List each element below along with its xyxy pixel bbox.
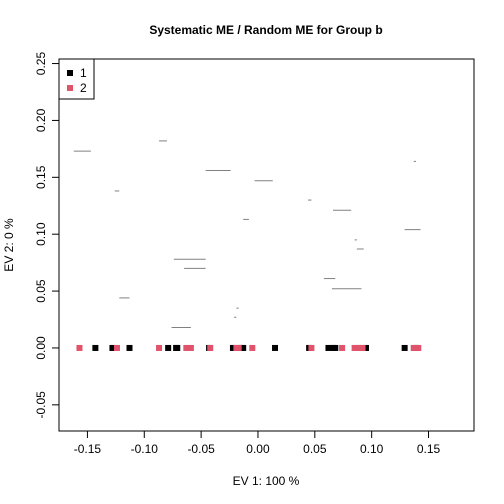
point-series-1-14 [332,344,339,351]
legend: 12 [58,58,95,100]
point-series-2-14 [359,344,366,351]
y-tick-label-4: 0.15 [34,165,48,189]
point-series-2-10 [339,344,346,351]
x-tick-label-5: 0.10 [360,442,384,456]
y-tick-label-1: 0.00 [34,336,48,360]
legend-box [58,58,95,100]
x-tick-label-1: -0.10 [131,442,159,456]
y-axis-label: EV 2: 0 % [2,218,16,272]
point-series-2-0 [76,344,83,351]
plot-frame [58,58,475,432]
legend-label-1: 1 [80,66,87,80]
point-series-2-8 [249,344,256,351]
point-series-1-2 [126,344,133,351]
points-layer [76,344,422,351]
y-tick-label-2: 0.05 [34,279,48,303]
x-axis-label: EV 1: 100 % [233,474,300,488]
point-series-2-5 [207,344,214,351]
point-series-2-9 [308,344,315,351]
point-series-2-1 [113,344,120,351]
x-tick-label-2: -0.05 [187,442,215,456]
point-series-2-13 [356,344,363,351]
point-series-1-7 [229,344,236,351]
point-series-1-12 [325,344,332,351]
point-series-1-3 [165,344,172,351]
x-tick-label-4: 0.05 [303,442,327,456]
legend-marker-2 [67,85,73,91]
point-series-2-2 [156,344,163,351]
x-tick-label-3: 0.00 [246,442,270,456]
point-series-2-4 [187,344,194,351]
point-series-1-1 [109,344,116,351]
point-series-2-16 [415,344,422,351]
point-series-1-16 [401,344,408,351]
point-series-2-3 [183,344,190,351]
chart-title: Systematic ME / Random ME for Group b [149,23,382,37]
point-series-1-5 [174,344,181,351]
x-tick-label-0: -0.15 [74,442,102,456]
point-series-1-9 [240,344,247,351]
x-axis: -0.15 -0.10 -0.05 0.00 0.05 0.10 0.15 [74,430,441,456]
y-tick-label-5: 0.20 [34,108,48,132]
y-tick-label-3: 0.10 [34,222,48,246]
segment-layer [73,140,421,328]
x-tick-label-6: 0.15 [417,442,441,456]
y-axis: -0.05 0.00 0.05 0.10 0.15 0.20 0.25 [34,52,60,419]
point-series-2-11 [351,344,358,351]
point-series-2-15 [410,344,417,351]
legend-label-2: 2 [80,81,87,95]
point-series-1-10 [272,344,279,351]
y-tick-label-0: -0.05 [34,391,48,419]
point-series-1-0 [92,344,99,351]
point-series-2-7 [235,344,242,351]
point-series-1-15 [362,344,369,351]
legend-marker-1 [67,70,73,76]
y-tick-label-6: 0.25 [34,52,48,76]
